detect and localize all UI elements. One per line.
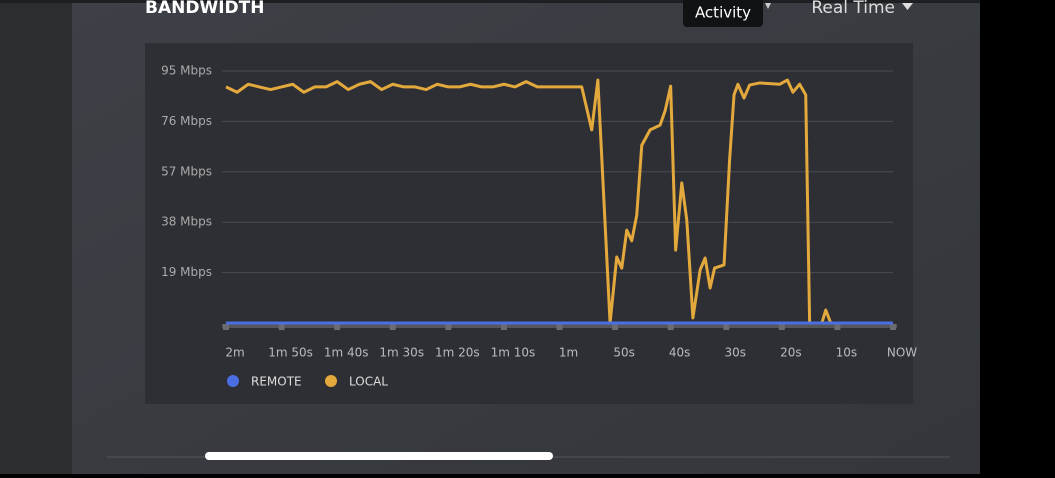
section-title: BANDWIDTH [145, 0, 264, 18]
series-line [225, 78, 833, 325]
x-tick [389, 324, 396, 330]
x-tick-label: 1m [559, 346, 578, 360]
y-tick-label: 19 Mbps [161, 265, 212, 279]
x-tick [223, 324, 229, 330]
x-tick-label: 1m 50s [268, 346, 313, 360]
x-tick-label: 50s [613, 346, 635, 360]
x-tick [556, 324, 563, 330]
x-tick [778, 324, 785, 330]
y-tick-label: 76 Mbps [161, 114, 212, 128]
x-tick-label: 1m 30s [379, 346, 424, 360]
x-tick-label: NOW [887, 346, 917, 360]
sidebar [0, 0, 72, 474]
x-tick [723, 324, 730, 330]
legend-swatch [227, 375, 239, 387]
tooltip-text: Activity [695, 4, 751, 22]
y-tick-label: 95 Mbps [161, 64, 212, 78]
x-tick-label: 1m 20s [435, 346, 480, 360]
caret [765, 3, 771, 9]
x-tick [612, 324, 619, 330]
x-tick-label: 10s [836, 346, 858, 360]
x-tick-label: 1m 10s [491, 346, 536, 360]
top-edge [0, 0, 980, 3]
x-tick [890, 324, 896, 330]
y-tick-label: 38 Mbps [161, 215, 212, 229]
x-tick [500, 324, 507, 330]
x-tick [667, 324, 674, 330]
x-tick-label: 30s [724, 346, 746, 360]
legend-label: REMOTE [251, 375, 302, 389]
legend-label: LOCAL [349, 375, 388, 389]
x-tick-label: 40s [669, 346, 691, 360]
x-tick-label: 20s [780, 346, 802, 360]
chart-card [145, 43, 913, 404]
tooltip [683, 0, 763, 27]
x-tick [334, 324, 341, 330]
home-indicator [205, 452, 553, 460]
legend-swatch [325, 375, 337, 387]
x-tick-label: 2m [225, 346, 244, 360]
caret [902, 3, 913, 10]
y-tick-label: 57 Mbps [161, 164, 212, 178]
x-tick [834, 324, 841, 330]
x-tick [445, 324, 452, 330]
plot: 19 Mbps 38 Mbps 57 Mbps 76 Mbps 95 Mbps 2m 1m … [161, 64, 917, 389]
x-tick [278, 324, 285, 330]
x-tick-label: 1m 40s [324, 346, 369, 360]
range-menu[interactable]: Real Time [811, 0, 895, 18]
